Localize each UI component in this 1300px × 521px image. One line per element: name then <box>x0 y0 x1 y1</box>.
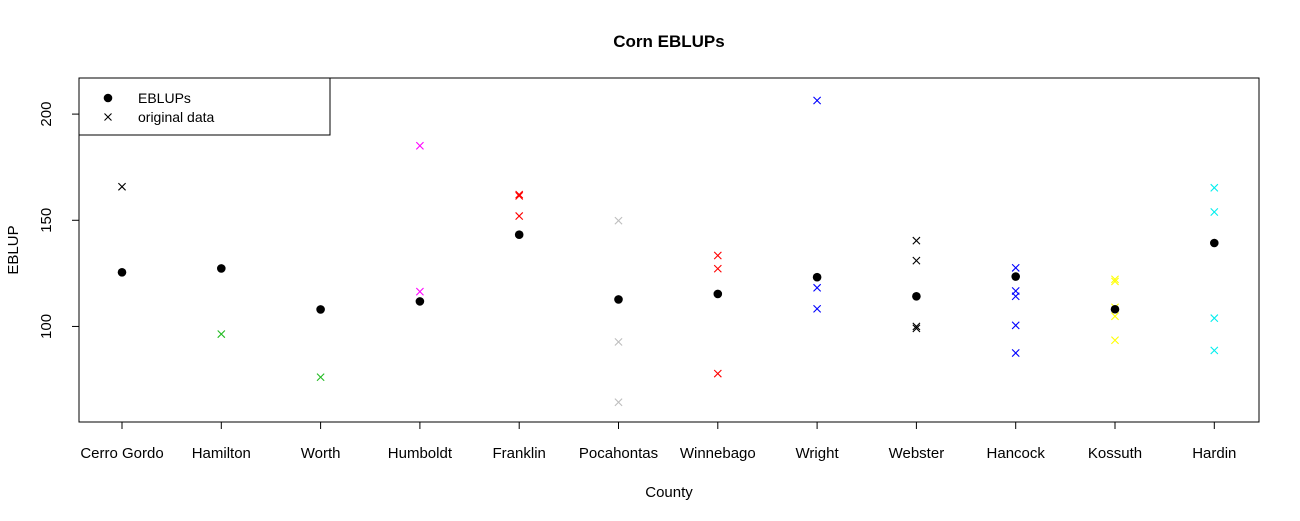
original-data-point <box>1210 208 1219 216</box>
y-tick-label: 150 <box>38 208 55 233</box>
original-data-point <box>1011 263 1020 272</box>
original-data-point <box>813 96 822 105</box>
original-data-point <box>515 191 524 200</box>
original-data-point <box>515 212 524 221</box>
legend-box <box>78 77 331 136</box>
original-data-point <box>316 373 325 382</box>
x-tick-label: Franklin <box>493 445 546 462</box>
original-data-point <box>1111 275 1119 284</box>
y-axis-label: EBLUP <box>5 225 22 274</box>
eblup-point <box>1210 238 1219 248</box>
eblup-point <box>415 297 425 306</box>
original-data-point <box>912 324 921 333</box>
original-data-point <box>813 304 822 313</box>
x-tick-label: Winnebago <box>680 445 756 462</box>
x-tick-label: Wright <box>796 445 840 462</box>
x-axis-label: County <box>645 484 693 501</box>
original-data-point <box>515 190 524 199</box>
eblup-point <box>117 267 127 277</box>
original-data-point <box>217 330 226 339</box>
original-data-point <box>1111 336 1119 345</box>
eblup-point <box>217 264 226 273</box>
x-tick-label: Webster <box>889 445 945 462</box>
original-data-point <box>1111 277 1119 286</box>
original-data-point <box>713 264 722 273</box>
x-tick-label: Hancock <box>987 445 1046 462</box>
original-data-point <box>1011 321 1020 330</box>
legend: EBLUPs original data <box>78 77 331 136</box>
original-data-point <box>118 182 126 191</box>
original-data-point <box>912 236 921 245</box>
original-data-point <box>415 287 424 296</box>
original-data-point <box>1111 312 1119 321</box>
original-data-point <box>713 251 722 260</box>
eblup-point <box>514 230 524 240</box>
original-data-point <box>1011 292 1020 301</box>
x-tick-label: Cerro Gordo <box>80 445 163 462</box>
original-data-point <box>1210 314 1219 323</box>
chart-title: Corn EBLUPs <box>613 32 724 51</box>
legend-eblup-label: EBLUPs <box>138 90 191 106</box>
eblup-point <box>912 291 921 301</box>
x-axis: Cerro Gordo Hamilton Worth Humboldt Franklin… <box>80 421 1236 462</box>
legend-original-data-label: original data <box>138 109 214 125</box>
original-data-point <box>912 256 921 265</box>
x-tick-label: Hardin <box>1192 445 1236 462</box>
original-data-point <box>912 322 921 331</box>
y-axis: 100 150 200 <box>38 102 80 339</box>
original-data-points <box>118 96 1219 407</box>
legend-eblup-marker <box>103 93 113 103</box>
original-data-point <box>1011 348 1020 357</box>
y-tick-label: 200 <box>38 102 55 127</box>
x-tick-label: Pocahontas <box>579 445 658 462</box>
original-data-point <box>813 283 822 292</box>
x-tick-label: Worth <box>301 445 341 462</box>
eblup-point <box>1011 272 1020 281</box>
eblup-point <box>614 295 623 304</box>
eblup-point <box>1110 304 1120 314</box>
x-tick-label: Kossuth <box>1088 445 1142 462</box>
original-data-point <box>614 337 623 346</box>
eblup-point <box>316 305 325 314</box>
original-data-point <box>614 216 623 225</box>
original-data-point <box>1210 183 1219 192</box>
y-tick-label: 100 <box>38 314 55 339</box>
original-data-point <box>614 398 623 407</box>
original-data-point <box>1210 346 1219 355</box>
original-data-point <box>713 369 722 378</box>
original-data-point <box>415 141 424 150</box>
x-tick-label: Hamilton <box>192 445 251 462</box>
x-tick-label: Humboldt <box>388 445 453 462</box>
eblup-points <box>117 230 1219 314</box>
eblup-point <box>713 289 723 299</box>
legend-original-data-marker <box>104 113 112 121</box>
eblup-point <box>812 272 822 282</box>
